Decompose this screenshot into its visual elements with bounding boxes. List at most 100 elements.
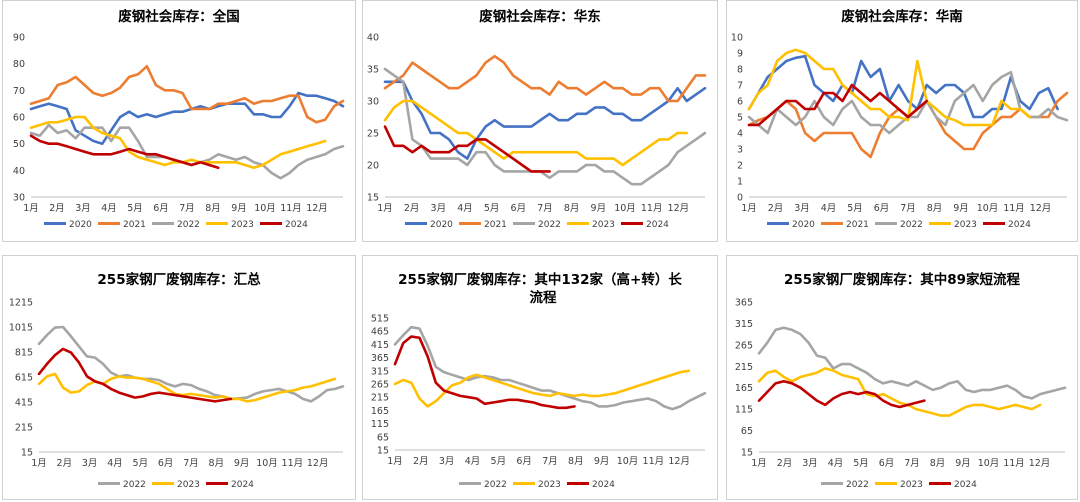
x-tick-label: 5月 [853, 458, 869, 469]
x-tick-label: 1月 [377, 203, 393, 214]
chart-panel-south-china: 废钢社会库存：华南 0 1 2 3 4 5 6 7 8 9 10 1月 2月 3月 4月 5月 6月 7月 8月 9月 1… [726, 0, 1078, 242]
x-tick-label: 8月 [568, 456, 584, 467]
x-tick-label: 10月 [977, 203, 999, 214]
x-tick-label: 3月 [439, 456, 455, 467]
legend-label: 2022 [484, 480, 507, 490]
x-tick-label: 10月 [254, 203, 276, 214]
y-tick-label: 35 [367, 65, 379, 76]
legend-label: 2020 [430, 220, 453, 230]
x-tick-label: 6月 [511, 203, 527, 214]
y-tick-label: 50 [13, 139, 25, 150]
y-tick-label: 3 [737, 145, 743, 156]
legend-item-2022: 2022 [513, 220, 561, 230]
x-tick-label: 6月 [516, 456, 532, 467]
x-tick-label: 11月 [641, 203, 663, 214]
y-tick-label: 20 [367, 161, 379, 172]
legend-label: 2023 [538, 480, 561, 490]
x-tick-label: 12月 [306, 203, 328, 214]
series-line-2024 [37, 347, 233, 403]
chart-svg: 废钢社会库存：华东 15 20 25 30 35 40 1月 2月 3月 4月 5月 6月 7月 8月 9月 1… [367, 8, 707, 230]
y-tick-label: 615 [15, 373, 33, 384]
legend-label: 2024 [1008, 220, 1031, 230]
y-tick-label: 4 [737, 129, 743, 140]
x-tick-label: 3月 [431, 203, 447, 214]
x-tick-label: 2月 [57, 458, 73, 469]
legend-item-2021: 2021 [459, 220, 507, 230]
y-tick-label: 25 [367, 129, 379, 140]
series-line-2022 [757, 326, 1067, 400]
chart-title: 255家钢厂废钢库存：其中89家短流程 [784, 271, 1020, 288]
x-tick-label: 3月 [75, 203, 91, 214]
y-tick-label: 415 [15, 398, 33, 409]
y-tick-label: 80 [13, 59, 25, 70]
x-tick-label: 5月 [133, 458, 149, 469]
chart-svg: 废钢社会库存：华南 0 1 2 3 4 5 6 7 8 9 10 1月 2月 3月 4月 5月 6月 7月 8月 9月 1… [731, 8, 1069, 230]
chart-title: 255家钢厂废钢库存：其中132家（高+转）长 [398, 271, 682, 288]
y-tick-label: 60 [13, 113, 25, 124]
series-line-2022 [393, 325, 707, 411]
x-tick-label: 1月 [387, 456, 403, 467]
series-line-2020 [383, 80, 707, 160]
x-tick-label: 4月 [821, 203, 837, 214]
chart-panel-255-mills-total: 255家钢厂废钢库存：汇总 15 215 415 615 815 1015 1215 1月 2月 3… [2, 255, 356, 500]
series-line-2024 [29, 134, 220, 169]
y-tick-label: 70 [13, 86, 25, 97]
y-tick-label: 215 [735, 362, 753, 373]
y-tick-label: 65 [377, 432, 389, 443]
x-tick-label: 12月 [668, 456, 690, 467]
x-tick-label: 7月 [183, 458, 199, 469]
legend-item-2023: 2023 [567, 220, 615, 230]
legend-label: 2020 [69, 220, 92, 230]
y-tick-label: 215 [371, 393, 389, 404]
legend-item-2024: 2024 [983, 220, 1031, 230]
chart-title: 255家钢厂废钢库存：汇总 [97, 271, 261, 288]
x-tick-label: 2月 [404, 203, 420, 214]
series-line-2022 [383, 67, 707, 186]
legend-label: 2023 [177, 480, 200, 490]
y-tick-label: 1 [737, 177, 743, 188]
x-tick-label: 11月 [643, 456, 665, 467]
series-line-2024 [747, 83, 928, 127]
y-tick-label: 215 [15, 423, 33, 434]
y-tick-label: 15 [741, 448, 753, 459]
y-tick-label: 9 [737, 49, 743, 60]
x-tick-label: 2月 [777, 458, 793, 469]
legend-item-2022: 2022 [98, 480, 146, 490]
legend-item-2020: 2020 [767, 220, 815, 230]
legend-item-2024: 2024 [929, 480, 977, 490]
x-tick-label: 11月 [1003, 458, 1025, 469]
y-tick-label: 365 [371, 353, 389, 364]
legend-item-2024: 2024 [621, 220, 669, 230]
x-tick-label: 4月 [457, 203, 473, 214]
x-tick-label: 10月 [978, 458, 1000, 469]
legend-item-2022: 2022 [821, 480, 869, 490]
x-tick-label: 1月 [31, 458, 47, 469]
x-tick-label: 4月 [101, 203, 117, 214]
y-tick-label: 2 [737, 161, 743, 172]
x-tick-label: 12月 [1029, 458, 1051, 469]
x-tick-label: 12月 [668, 203, 690, 214]
x-tick-label: 1月 [23, 203, 39, 214]
y-tick-label: 265 [371, 380, 389, 391]
x-tick-label: 9月 [234, 458, 250, 469]
chart-svg: 255家钢厂废钢库存：其中132家（高+转）长流程 15 65 115 165 215 26… [371, 271, 707, 490]
series-line-2023 [757, 367, 1042, 417]
chart-title-line2: 流程 [530, 289, 558, 306]
legend-item-2023: 2023 [513, 480, 561, 490]
chart-svg: 255家钢厂废钢库存：汇总 15 215 415 615 815 1015 1215 1月 2月 3… [9, 271, 345, 490]
series-line-2024 [393, 335, 576, 410]
y-tick-label: 65 [741, 426, 753, 437]
y-tick-label: 40 [13, 166, 25, 177]
legend-label: 2022 [846, 480, 869, 490]
legend-label: 2021 [484, 220, 507, 230]
x-tick-label: 1月 [751, 458, 767, 469]
chart-panel-national: 废钢社会库存：全国 30 40 50 60 70 80 90 1月 2月 3月 4月 5月 6月 7月 8月 9… [2, 0, 356, 242]
y-tick-label: 90 [13, 33, 25, 44]
legend-label: 2022 [123, 480, 146, 490]
legend-item-2024: 2024 [206, 480, 254, 490]
series-line-2022 [37, 325, 345, 403]
legend-item-2022: 2022 [152, 220, 200, 230]
legend-item-2022: 2022 [459, 480, 507, 490]
x-tick-label: 11月 [280, 203, 302, 214]
y-tick-label: 10 [731, 33, 743, 44]
